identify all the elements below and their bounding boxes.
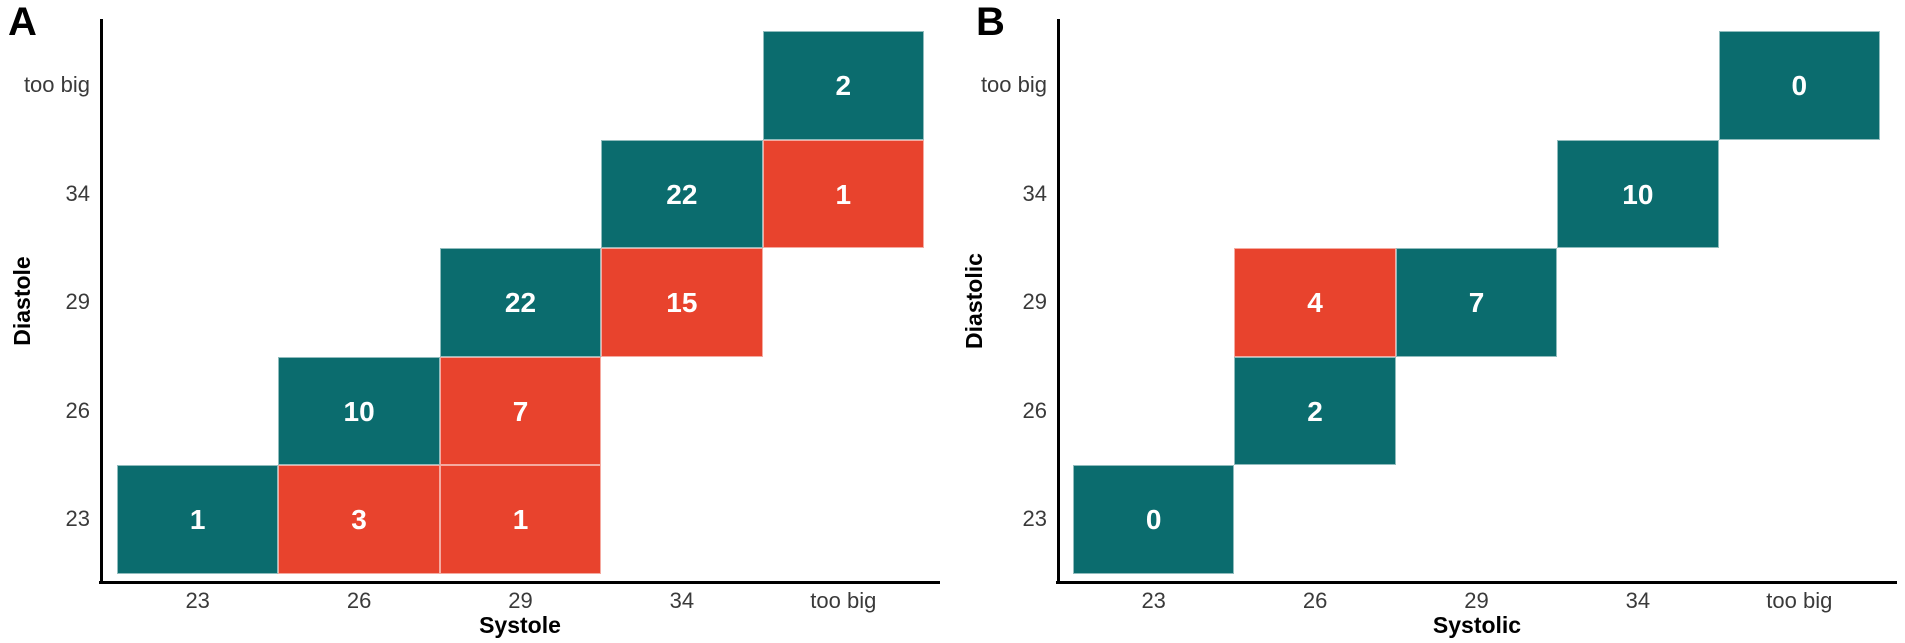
panel-b: B Diastolic 0 2 4 7 10 0 23 26 29 34 too big 23 26… <box>952 0 1905 643</box>
heatmap-cell: 10 <box>278 356 440 465</box>
heatmap-cell: 3 <box>278 465 440 574</box>
y-axis-tick-label: 34 <box>1022 180 1047 206</box>
heatmap-cell: 10 <box>1557 139 1719 248</box>
panel-a: A Diastole 1 3 1 10 7 22 15 22 1 2 23 26 29 34 too bi… <box>0 0 952 643</box>
x-axis-tick-label: 26 <box>346 588 372 613</box>
y-axis-tick-label: too big <box>980 72 1047 98</box>
x-axis-title: Systolic <box>1432 612 1522 638</box>
y-axis-tick-label: 29 <box>1022 289 1047 315</box>
heatmap-cell: 22 <box>601 139 763 248</box>
panel-label: B <box>976 0 1005 44</box>
y-axis-tick-label: 29 <box>65 289 90 315</box>
y-axis-line <box>1057 19 1060 584</box>
heatmap-cell: 7 <box>1395 248 1558 357</box>
heatmap-cell: 1 <box>439 465 602 574</box>
y-axis-line <box>100 19 103 584</box>
heatmap-cell: 7 <box>439 356 602 465</box>
heatmap-cell: 0 <box>1718 31 1880 140</box>
x-axis-tick-label: 29 <box>1464 588 1489 613</box>
x-axis-tick-label: 29 <box>508 588 533 613</box>
x-axis-tick-label: 34 <box>1625 588 1651 613</box>
x-axis-tick-label: too big <box>1766 588 1833 613</box>
y-axis-tick-label: too big <box>23 72 90 98</box>
heatmap-cell: 1 <box>762 139 924 248</box>
x-axis-line <box>1056 581 1897 584</box>
x-axis-tick-label: 23 <box>1141 588 1166 613</box>
heatmap-cell: 15 <box>601 248 763 357</box>
y-axis-tick-label: 34 <box>65 180 90 206</box>
heatmap-cell: 4 <box>1234 248 1396 357</box>
heatmap-cell: 0 <box>1073 465 1235 574</box>
x-axis-tick-label: too big <box>810 588 877 613</box>
x-axis-tick-label: 34 <box>669 588 695 613</box>
x-axis-title: Systole <box>479 612 561 638</box>
heatmap-cell: 2 <box>762 31 924 140</box>
y-axis-tick-label: 23 <box>65 506 90 532</box>
y-axis-tick-label: 23 <box>1022 506 1047 532</box>
x-axis-line <box>99 581 940 584</box>
heatmap-cell: 22 <box>439 248 602 357</box>
x-axis-tick-label: 26 <box>1302 588 1328 613</box>
heatmap-cell: 2 <box>1234 356 1396 465</box>
panel-label: A <box>8 0 37 44</box>
x-axis-tick-label: 23 <box>185 588 210 613</box>
heatmap-cell: 1 <box>117 465 279 574</box>
y-axis-tick-label: 26 <box>1022 397 1047 423</box>
y-axis-tick-label: 26 <box>65 397 90 423</box>
